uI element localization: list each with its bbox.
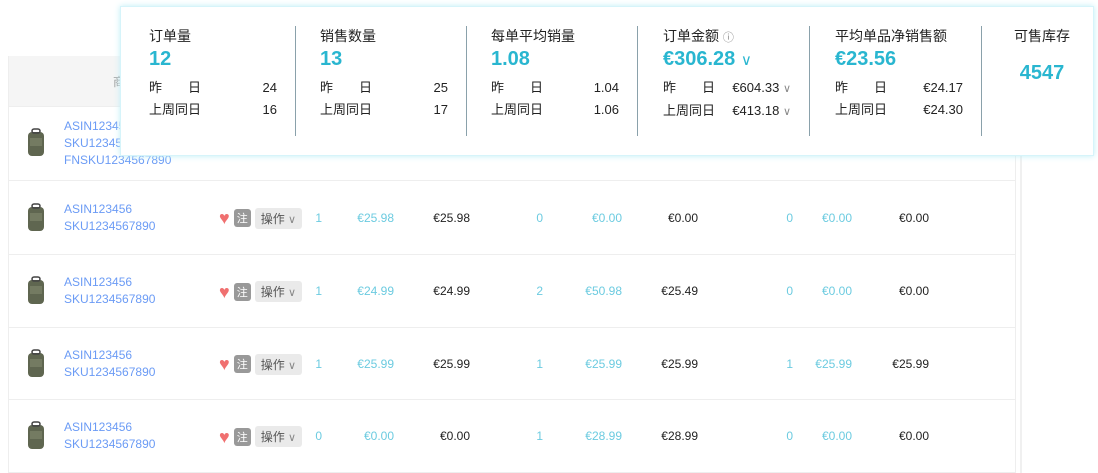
cell-value: 0 [315,429,322,443]
cell-value: 1 [315,356,322,371]
cell-value: 0 [786,210,793,225]
cell-value: €25.99 [433,356,470,371]
metric-card: 每单平均销量 1.08 昨 日 1.04 上周同日 1.06 [491,28,619,117]
cell-value: €25.98 [433,210,470,225]
cell-value: €0.00 [821,429,852,443]
table-row: ASIN123456 SKU1234567890 ♥ 注操作 ∨ 1 €25.99 €25.… [9,328,1015,400]
heart-icon[interactable]: ♥ [219,281,230,302]
operation-dropdown[interactable]: 操作 ∨ [254,353,303,375]
cell-value: €0.00 [591,210,622,225]
cell-value: €24.99 [433,284,470,298]
note-button[interactable]: 注 [233,427,251,446]
heart-icon[interactable]: ♥ [219,426,230,447]
chevron-down-icon: ∨ [288,213,297,226]
cell-value: 2 [536,284,543,298]
divider [295,26,296,136]
heart-icon[interactable]: ♥ [219,208,230,228]
note-button[interactable]: 注 [233,282,251,301]
asin-link[interactable]: ASIN123456 [64,275,133,289]
chevron-down-icon[interactable]: ∨ [782,83,791,95]
sku-link[interactable]: SKU1234567890 [64,218,156,233]
note-button[interactable]: 注 [233,355,251,373]
cell-value: 1 [536,429,543,443]
cell-value: €25.99 [815,356,852,371]
cell-value: €25.98 [357,210,394,225]
summary-popover: 订单量 12 昨 日 24 上周同日 16 销售数量 13 昨 日 25 上周同日 17… [120,6,1094,156]
table-row: ASIN123456 SKU1234567890 ♥ 注操作 ∨ 1 €25.98 €25.… [9,181,1015,255]
cell-value: 1 [786,356,793,371]
cell-value: €0.00 [898,429,929,443]
cell-value: €50.98 [585,284,622,298]
cell-value: €0.00 [821,284,852,298]
chevron-down-icon: ∨ [288,432,297,444]
metric-card: 销售数量 13 昨 日 25 上周同日 17 [320,28,448,117]
asin-link[interactable]: ASIN123456 [64,201,133,216]
product-image [25,202,47,233]
cell-value: 0 [786,429,793,443]
cell-value: 0 [786,284,793,298]
metric-card: 订单量 12 昨 日 24 上周同日 16 [149,28,277,117]
cell-value: €25.99 [585,356,622,371]
cell-value: 1 [536,356,543,371]
cell-value: €0.00 [363,429,394,443]
product-image [25,421,47,451]
cell-value: €28.99 [585,429,622,443]
fnsku-link[interactable]: FNSKU1234567890 [64,152,172,167]
note-button[interactable]: 注 [233,209,251,227]
cell-value: €25.49 [661,284,698,298]
heart-icon[interactable]: ♥ [219,354,230,374]
chevron-down-icon[interactable]: ∨ [782,106,791,118]
cell-value: €24.99 [357,284,394,298]
cell-value: 0 [536,210,543,225]
cell-value: €0.00 [821,210,852,225]
asin-link[interactable]: ASIN123456 [64,347,133,362]
sku-link[interactable]: SKU1234567890 [64,292,156,306]
divider [981,26,982,136]
sku-link[interactable]: SKU1234567890 [64,437,156,451]
chevron-down-icon: ∨ [288,359,297,372]
cell-value: €25.99 [892,356,929,371]
cell-value: €25.99 [661,356,698,371]
cell-value: €0.00 [439,429,470,443]
asin-link[interactable]: ASIN123456 [64,118,133,133]
product-image [25,128,47,158]
table-row: ASIN123456 SKU1234567890 ♥ 注操作 ∨ 1 €24.99 €24.… [9,255,1015,328]
sku-link[interactable]: SKU1234567890 [64,364,156,379]
divider [466,26,467,136]
help-icon[interactable]: ⓘ [722,32,734,44]
asin-link[interactable]: ASIN123456 [64,420,133,434]
operation-dropdown[interactable]: 操作 ∨ [254,207,303,229]
cell-value: 1 [315,210,322,225]
divider [809,26,810,136]
product-image [25,348,47,379]
table-row: ASIN123456 SKU1234567890 ♥ 注操作 ∨ 0 €0.00 €0.00… [9,400,1015,473]
cell-value: €28.99 [661,429,698,443]
cell-value: €0.00 [898,210,929,225]
operation-dropdown[interactable]: 操作 ∨ [254,426,303,447]
metric-card: 订单金额 ⓘ €306.28 ∨ 昨 日 €604.33 ∨ 上周同日 €413.1… [663,28,791,118]
metric-card: 平均单品净销售额 €23.56 昨 日 €24.17 上周同日 €24.30 [835,28,963,117]
cell-value: €0.00 [898,284,929,298]
cell-value: €25.99 [357,356,394,371]
divider [637,26,638,136]
operation-dropdown[interactable]: 操作 ∨ [254,281,303,302]
product-image [25,276,47,306]
metric-card: 可售库存 4547 [1014,28,1070,84]
chevron-down-icon: ∨ [288,287,297,299]
cell-value: €0.00 [667,210,698,225]
cell-value: 1 [315,284,322,298]
